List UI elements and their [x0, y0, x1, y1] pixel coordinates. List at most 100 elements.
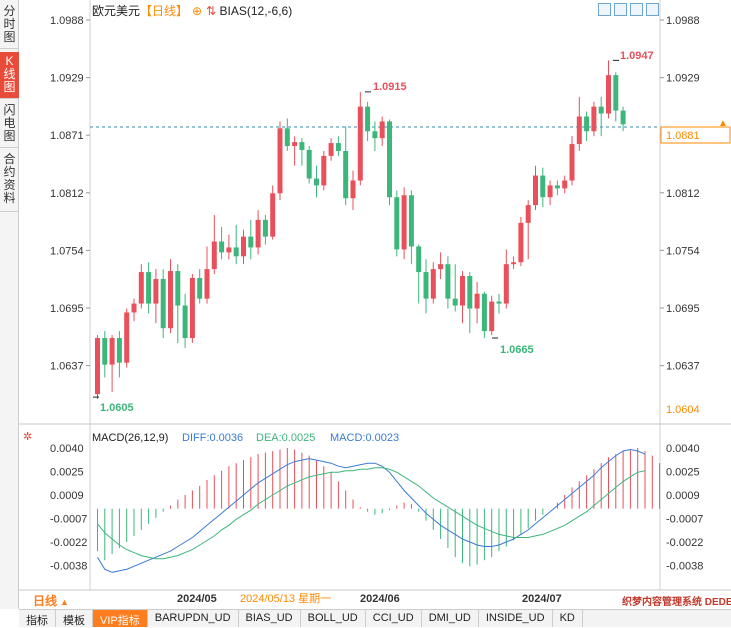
- candle-body: [102, 338, 108, 365]
- candle-body: [175, 271, 181, 306]
- candle-body: [197, 277, 203, 299]
- macd-settings-icon[interactable]: ✲: [23, 431, 32, 443]
- macd-dea-line: [97, 467, 646, 560]
- side-tab-kline[interactable]: K线图: [0, 52, 19, 99]
- side-tab-contract[interactable]: 合约资料: [0, 150, 19, 212]
- candle-body: [372, 131, 378, 139]
- tab-kd[interactable]: KD: [553, 610, 583, 627]
- candle-body: [357, 106, 363, 181]
- candle-body: [460, 276, 465, 306]
- candle-body: [416, 246, 422, 273]
- candle-body: [95, 338, 100, 395]
- macd-value: MACD:0.0023: [330, 432, 399, 444]
- tab-cci[interactable]: CCI_UD: [366, 610, 422, 627]
- macd-tick-left: -0.0022: [50, 537, 87, 549]
- move-icon[interactable]: [598, 3, 611, 16]
- price-tick-right: 1.0754: [666, 245, 700, 257]
- bottom-price-label: 1.0604: [666, 404, 700, 416]
- candle-body: [131, 303, 137, 313]
- candle-body: [584, 116, 590, 132]
- tab-barupdn[interactable]: BARUPDN_UD: [148, 610, 239, 627]
- cursor-date-label: 2024/05/13 星期一: [240, 592, 331, 605]
- candle-body: [116, 338, 122, 363]
- candle-body: [270, 193, 276, 237]
- add-icon[interactable]: ⊕: [192, 4, 203, 18]
- macd-tick-right: -0.0022: [666, 537, 703, 549]
- tab-boll[interactable]: BOLL_UD: [301, 610, 366, 627]
- macd-dea-value: DEA:0.0025: [256, 432, 315, 444]
- candle-body: [189, 277, 195, 339]
- symbol-name: 欧元美元: [92, 4, 141, 18]
- candle-body: [168, 271, 173, 329]
- price-axis-right: 1.09881.09291.08711.08121.07541.06951.06…: [660, 15, 700, 373]
- candle-body: [379, 121, 385, 139]
- candle-body: [226, 247, 232, 253]
- candle-body: [489, 301, 495, 332]
- candles: [93, 59, 626, 400]
- candle-body: [554, 185, 560, 189]
- candle-body: [365, 106, 371, 132]
- candle-body: [109, 338, 115, 365]
- candle-body: [277, 128, 283, 194]
- candle-body: [160, 278, 166, 329]
- time-label-jun: 2024/06: [360, 593, 400, 605]
- candle-body: [211, 241, 217, 270]
- price-axis-left: 1.0988 1.0929 1.0871 1.0812 1.0754 1.0695 1.06…: [50, 15, 90, 373]
- macd-tick-left: -0.0038: [50, 561, 87, 573]
- time-label-jul: 2024/07: [522, 593, 562, 605]
- zoom-in-icon[interactable]: [630, 3, 643, 16]
- period-button[interactable]: 日线 ▲: [33, 592, 69, 609]
- candle-body: [562, 180, 568, 189]
- candle-body: [525, 205, 531, 223]
- annotation-low-1: 1.0605: [100, 402, 134, 414]
- candle-body: [219, 241, 225, 253]
- tab-bias[interactable]: BIAS_UD: [239, 610, 301, 627]
- candle-body: [153, 278, 159, 304]
- tab-inside[interactable]: INSIDE_UD: [479, 610, 553, 627]
- tab-dmi[interactable]: DMI_UD: [422, 610, 479, 627]
- candle-body: [569, 144, 575, 181]
- candle-body: [343, 150, 349, 199]
- price-tick-left: 1.0929: [50, 73, 84, 85]
- current-price-box: [660, 126, 731, 144]
- candle-body: [445, 264, 451, 299]
- macd-diff-value: DIFF:0.0036: [182, 432, 243, 444]
- indicator-switch-icon[interactable]: ⇅: [206, 4, 217, 18]
- candle-body: [292, 142, 298, 147]
- candle-body: [146, 272, 152, 304]
- price-tick-right: 1.0637: [666, 361, 700, 373]
- candle-body: [124, 312, 130, 363]
- side-tab-timeshare[interactable]: 分时图: [0, 2, 19, 49]
- candle-body: [241, 236, 246, 257]
- candle-body: [503, 264, 509, 304]
- macd-tick-left: 0.0009: [50, 490, 84, 502]
- macd-tick-left: 0.0040: [50, 443, 84, 455]
- candle-body: [328, 143, 334, 156]
- current-price-arrow-icon: ▲: [718, 118, 728, 129]
- tab-template[interactable]: 模板: [56, 610, 93, 627]
- candle-body: [452, 298, 458, 306]
- candle-body: [547, 185, 553, 198]
- candle-body: [387, 121, 392, 198]
- tab-indicator[interactable]: 指标: [19, 610, 56, 627]
- candle-body: [401, 195, 407, 250]
- candle-body: [620, 110, 626, 125]
- price-tick-left: 1.0754: [50, 245, 84, 257]
- candle-body: [591, 106, 597, 132]
- side-tab-bar: [0, 0, 19, 609]
- price-tick-right: 1.0695: [666, 303, 700, 315]
- candle-body: [138, 272, 144, 304]
- chart-header: 欧元美元【日线】 ⊕ ⇅ BIAS(12,-6,6): [92, 2, 292, 19]
- fullscreen-icon[interactable]: [646, 3, 659, 16]
- period-tag[interactable]: 【日线】: [140, 4, 189, 18]
- candle-body: [423, 272, 429, 299]
- side-tab-flash[interactable]: 闪电图: [0, 101, 19, 148]
- macd-tick-left: 0.0025: [50, 467, 84, 479]
- zoom-out-icon[interactable]: [614, 3, 627, 16]
- candle-body: [262, 219, 268, 237]
- candle-body: [606, 75, 611, 114]
- price-tick-left: 1.0812: [50, 188, 84, 200]
- macd-tick-right: 0.0040: [666, 443, 700, 455]
- tab-vip-indicator[interactable]: VIP指标: [93, 610, 148, 627]
